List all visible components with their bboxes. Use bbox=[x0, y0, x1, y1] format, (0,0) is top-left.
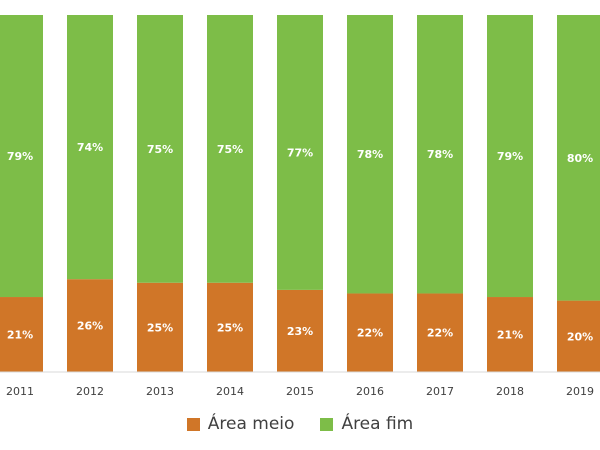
x-tick-labels-group: 2011 2012 2013 2014 2015 2016 2017 2018 2019 bbox=[6, 385, 594, 398]
x-tick-label-2011: 2011 bbox=[6, 385, 34, 398]
bar-area-fim-2011 bbox=[0, 15, 43, 298]
bar-area-meio-2017 bbox=[417, 293, 463, 372]
data-label-area-fim-2016: 78% bbox=[357, 148, 383, 161]
legend-swatch-area-meio bbox=[186, 417, 200, 431]
data-label-area-meio-2013: 25% bbox=[147, 321, 173, 334]
data-label-area-fim-2019: 80% bbox=[567, 152, 593, 165]
bar-area-fim-2018 bbox=[487, 15, 533, 298]
data-label-area-meio-2015: 23% bbox=[287, 325, 313, 338]
x-tick-label-2012: 2012 bbox=[76, 385, 104, 398]
bar-area-fim-2012 bbox=[67, 15, 113, 280]
bar-area-fim-2014 bbox=[207, 15, 253, 283]
x-tick-label-2013: 2013 bbox=[146, 385, 174, 398]
bar-area-meio-2013 bbox=[137, 282, 183, 372]
data-label-area-fim-2018: 79% bbox=[497, 150, 523, 163]
bar-area-fim-2016 bbox=[347, 15, 393, 294]
x-tick-label-2016: 2016 bbox=[356, 385, 384, 398]
bar-area-meio-2012 bbox=[67, 279, 113, 372]
bar-area-meio-2011 bbox=[0, 297, 43, 372]
bar-area-fim-2015 bbox=[277, 15, 323, 290]
bar-area-meio-2018 bbox=[487, 297, 533, 372]
legend-swatch-area-fim bbox=[320, 417, 334, 431]
data-label-area-fim-2015: 77% bbox=[287, 146, 313, 159]
x-tick-label-2018: 2018 bbox=[496, 385, 524, 398]
data-labels-group: 21% 79% 26% 74% 25% 75% 25% 75% 23% 77% 22% 78% 22% 7… bbox=[7, 141, 593, 343]
data-label-area-meio-2014: 25% bbox=[217, 321, 243, 334]
legend: Área meio Área fim bbox=[0, 410, 600, 438]
x-tick-label-2014: 2014 bbox=[216, 385, 244, 398]
data-label-area-meio-2012: 26% bbox=[77, 320, 103, 333]
bar-area-meio-2016 bbox=[347, 293, 393, 372]
bar-area-fim-2017 bbox=[417, 15, 463, 294]
legend-item-area-fim: Área fim bbox=[320, 414, 413, 434]
bars-group bbox=[0, 15, 600, 372]
bar-area-meio-2019 bbox=[557, 300, 600, 372]
data-label-area-fim-2012: 74% bbox=[77, 141, 103, 154]
data-label-area-fim-2013: 75% bbox=[147, 143, 173, 156]
data-label-area-fim-2017: 78% bbox=[427, 148, 453, 161]
bar-area-meio-2014 bbox=[207, 282, 253, 372]
data-label-area-meio-2016: 22% bbox=[357, 327, 383, 340]
data-label-area-fim-2014: 75% bbox=[217, 143, 243, 156]
x-tick-label-2019: 2019 bbox=[566, 385, 594, 398]
x-tick-label-2015: 2015 bbox=[286, 385, 314, 398]
data-label-area-meio-2017: 22% bbox=[427, 327, 453, 340]
data-label-area-fim-2011: 79% bbox=[7, 150, 33, 163]
legend-label-area-fim: Área fim bbox=[341, 414, 414, 434]
data-label-area-meio-2019: 20% bbox=[567, 330, 593, 343]
data-label-area-meio-2018: 21% bbox=[497, 329, 523, 342]
x-tick-label-2017: 2017 bbox=[426, 385, 454, 398]
legend-item-area-meio: Área meio bbox=[186, 414, 295, 434]
bar-area-fim-2013 bbox=[137, 15, 183, 283]
legend-label-area-meio: Área meio bbox=[207, 414, 295, 434]
data-label-area-meio-2011: 21% bbox=[7, 329, 33, 342]
bar-area-meio-2015 bbox=[277, 289, 323, 372]
bar-area-fim-2019 bbox=[557, 15, 600, 301]
